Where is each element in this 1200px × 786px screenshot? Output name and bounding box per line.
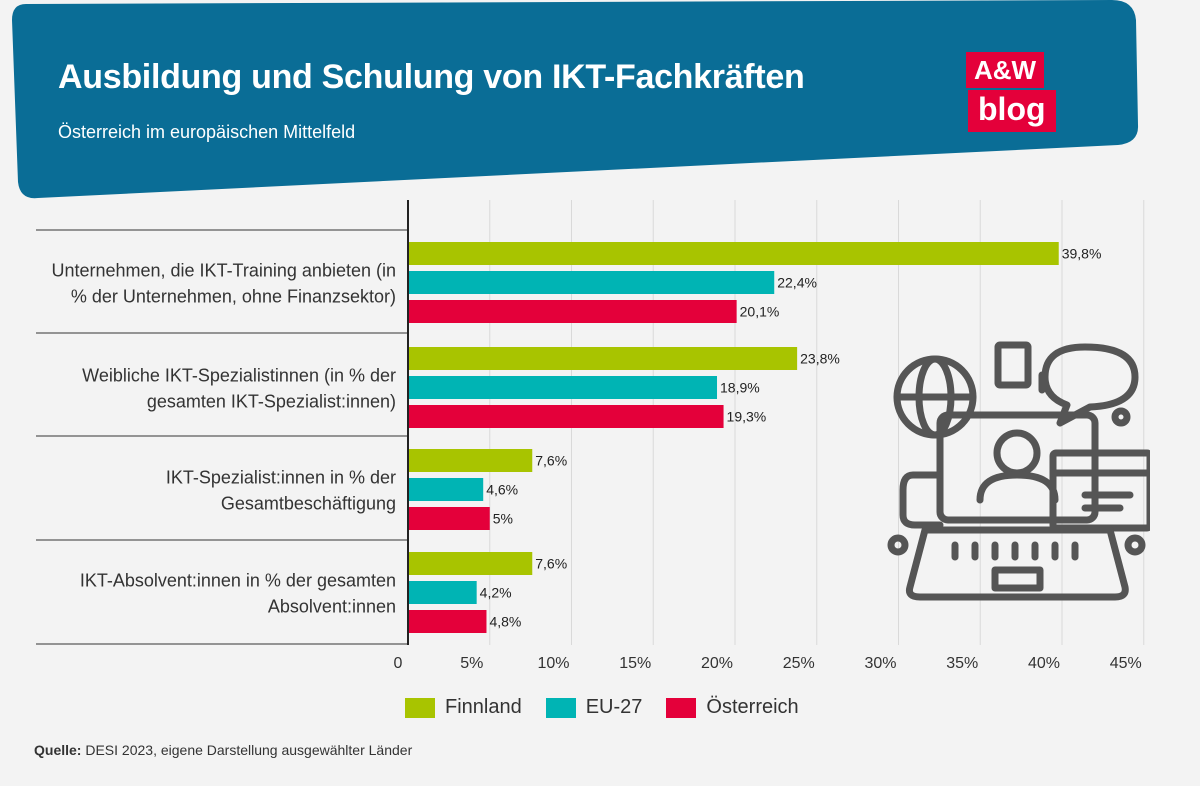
data-label: 5%	[493, 511, 513, 527]
logo-text-blog: blog	[968, 90, 1056, 132]
data-label: 4,8%	[489, 614, 521, 630]
header-background	[12, 0, 1139, 199]
category-label: Gesamtbeschäftigung	[221, 494, 396, 514]
legend-item-oesterreich: Österreich	[666, 696, 799, 719]
category-label: Unternehmen, die IKT-Training anbieten (…	[51, 261, 396, 281]
bar	[408, 347, 798, 370]
bar	[408, 405, 724, 428]
data-label: 18,9%	[720, 380, 760, 396]
brand-logo: A&W blog	[962, 52, 1058, 136]
category-label: Weibliche IKT-Spezialistinnen (in % der	[82, 366, 396, 386]
legend-label-finnland: Finnland	[445, 696, 522, 718]
bar-chart: 39,8% 22,4% 20,1% Unternehmen, die IKT-Trai…	[36, 200, 1145, 672]
data-label: 39,8%	[1062, 246, 1102, 262]
category-label: IKT-Absolvent:innen in % der gesamten	[80, 571, 396, 591]
legend-label-eu27: EU-27	[585, 696, 643, 718]
x-tick-label: 30%	[864, 655, 896, 672]
source-note: Quelle: DESI 2023, eigene Darstellung au…	[34, 742, 412, 758]
x-tick-label: 35%	[946, 655, 978, 672]
bar	[408, 449, 533, 472]
source-label: Quelle:	[34, 742, 82, 758]
category-label: Absolvent:innen	[268, 597, 396, 617]
category-label: gesamten IKT-Spezialist:innen)	[147, 392, 396, 412]
data-label: 19,3%	[727, 409, 767, 425]
bar	[408, 610, 487, 633]
x-tick-label: 5%	[460, 655, 483, 672]
bar	[408, 242, 1059, 265]
category-label: IKT-Spezialist:innen in % der	[166, 468, 396, 488]
legend-label-oesterreich: Österreich	[706, 696, 799, 718]
page-subtitle: Österreich im europäischen Mittelfeld	[58, 122, 356, 142]
legend-item-finnland: Finnland	[405, 696, 522, 719]
bar	[408, 552, 533, 575]
data-label: 20,1%	[740, 304, 780, 320]
bar	[408, 271, 775, 294]
x-tick-label: 45%	[1110, 655, 1142, 672]
legend-item-eu27: EU-27	[545, 696, 643, 719]
bar	[408, 478, 484, 501]
data-label: 4,6%	[486, 482, 518, 498]
legend-swatch-eu27	[545, 697, 576, 718]
legend-swatch-finnland	[405, 697, 435, 718]
bar	[408, 581, 477, 604]
header-banner	[12, 0, 1139, 199]
category-label: % der Unternehmen, ohne Finanzsektor)	[71, 287, 396, 307]
data-label: 4,2%	[480, 585, 512, 601]
data-label: 22,4%	[777, 275, 817, 291]
data-label: 7,6%	[535, 453, 567, 469]
x-tick-label: 25%	[783, 655, 815, 672]
logo-text-aw: A&W	[966, 52, 1045, 88]
x-tick-label: 10%	[537, 655, 569, 672]
online-training-illustration-icon	[887, 341, 1150, 601]
data-label: 7,6%	[535, 556, 567, 572]
bar	[408, 300, 737, 323]
x-tick-label: 0	[394, 655, 403, 672]
bar	[408, 507, 490, 530]
chart-legend: Finnland EU-27 Österreich	[405, 696, 799, 719]
source-text: DESI 2023, eigene Darstellung ausgewählt…	[81, 742, 413, 758]
x-tick-label: 15%	[619, 655, 651, 672]
page-title: Ausbildung und Schulung von IKT-Fachkräf…	[58, 58, 805, 96]
bar	[408, 376, 718, 399]
legend-swatch-oesterreich	[666, 697, 697, 718]
x-tick-label: 20%	[701, 655, 733, 672]
data-label: 23,8%	[800, 351, 840, 367]
x-tick-label: 40%	[1028, 655, 1060, 672]
